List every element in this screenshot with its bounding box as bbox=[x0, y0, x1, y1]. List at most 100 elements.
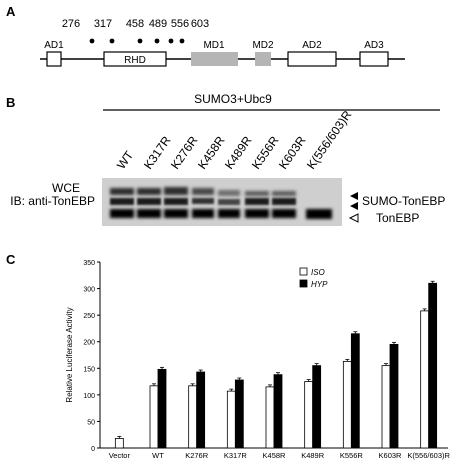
tonebp-arrowhead bbox=[348, 213, 359, 223]
lane-label-k556r: K556R bbox=[249, 133, 282, 171]
band-k603r-upper bbox=[272, 191, 296, 196]
lane-labels: WT K317R K276R K458R K489R K556R K603R K… bbox=[114, 108, 355, 172]
band-wt-middle bbox=[110, 198, 134, 205]
domain-diagram: AD1 RHD MD1 MD2 AD2 AD3 276 317 458 489 … bbox=[40, 18, 405, 67]
tonebp-label: TonEBP bbox=[376, 211, 419, 225]
site-276: 276 bbox=[62, 18, 95, 44]
panel-a: A AD1 RHD MD1 MD2 AD2 AD3 276 317 458 48… bbox=[0, 0, 454, 92]
lane-label-k317r: K317R bbox=[141, 133, 174, 171]
band-k489r-lower bbox=[218, 209, 240, 218]
band-k276r-upper bbox=[164, 187, 188, 195]
bar-iso-wt bbox=[149, 385, 159, 449]
domain-md1-box bbox=[191, 52, 238, 66]
panel-b-letter: B bbox=[6, 95, 16, 110]
y-tick-label: 50 bbox=[87, 419, 95, 426]
band-k489r-middle bbox=[218, 199, 240, 205]
legend-swatch-iso bbox=[299, 267, 308, 276]
y-axis-label: Relative Luciferase Activity bbox=[65, 307, 74, 402]
bar-iso-k556r bbox=[342, 360, 352, 449]
x-tick-label-k603r: K603R bbox=[379, 451, 403, 460]
blot-bands-upper bbox=[110, 187, 296, 196]
site-317-dot bbox=[109, 38, 115, 44]
blot-bands-middle bbox=[110, 198, 296, 205]
site-603-dot bbox=[179, 38, 185, 44]
sumo-arrowhead-1 bbox=[350, 192, 358, 200]
domain-ad1-box bbox=[46, 51, 62, 67]
x-tick-label-k489r: K489R bbox=[301, 451, 325, 460]
site-458: 458 bbox=[126, 18, 144, 44]
band-wt-upper bbox=[110, 188, 134, 195]
lane-label-k276r: K276R bbox=[168, 133, 201, 171]
site-603: 603 bbox=[179, 18, 209, 44]
x-tick-label-k276r: K276R bbox=[185, 451, 209, 460]
antibody-label: IB: anti-TonEBP bbox=[10, 194, 95, 208]
lane-label-k556-603r: K(556/603)R bbox=[304, 108, 355, 172]
bar-hyp-k603r bbox=[389, 343, 399, 449]
panel-c-letter: C bbox=[6, 252, 16, 267]
bar-hyp-k-556-603-r bbox=[428, 282, 438, 449]
bar-hyp-wt bbox=[157, 368, 167, 449]
bar-hyp-k489r bbox=[312, 365, 322, 449]
luciferase-bar-chart: 0 50 100 150 200 250 300 350 Relative Luciferase… bbox=[65, 260, 451, 460]
site-276-dot bbox=[89, 38, 95, 44]
band-k317r-upper bbox=[137, 188, 161, 195]
site-556-label: 556 bbox=[171, 18, 189, 30]
site-603-label: 603 bbox=[191, 18, 209, 30]
band-k276r-middle bbox=[164, 198, 188, 205]
blot-bands-lower bbox=[110, 209, 332, 219]
site-556-dot bbox=[168, 38, 174, 44]
site-489-dot bbox=[154, 38, 160, 44]
band-k556-603r-lower bbox=[306, 209, 332, 219]
bar-hyp-k317r bbox=[234, 379, 244, 449]
panel-c: C 0 50 100 150 200 250 300 350 Relative Lucifera… bbox=[0, 252, 454, 463]
bar-iso-k-556-603-r bbox=[420, 310, 430, 449]
site-489: 489 bbox=[149, 18, 167, 44]
bar-iso-k458r bbox=[265, 386, 275, 449]
western-blot-figure: SUMO3+Ubc9 WT K317R K276R K458R K489R K5… bbox=[10, 92, 445, 226]
treatment-label: SUMO3+Ubc9 bbox=[194, 92, 272, 106]
domain-ad2-box bbox=[287, 51, 337, 67]
band-wt-lower bbox=[110, 209, 134, 218]
domain-ad1-label: AD1 bbox=[44, 40, 64, 51]
x-tick-label-wt: WT bbox=[152, 451, 164, 460]
panel-b: B SUMO3+Ubc9 WT K317R K276R K458R K489R … bbox=[0, 92, 454, 252]
band-k458r-upper bbox=[192, 188, 214, 195]
y-tick-label: 0 bbox=[91, 446, 95, 453]
domain-rhd-box bbox=[103, 51, 167, 67]
bar-iso-k317r bbox=[226, 390, 236, 449]
band-k458r-middle bbox=[192, 198, 214, 204]
domain-md1-label: MD1 bbox=[203, 40, 225, 51]
blot-image bbox=[102, 178, 342, 226]
bar-iso-vector bbox=[114, 438, 124, 449]
domain-md2-box bbox=[255, 52, 271, 66]
site-556: 556 bbox=[168, 18, 189, 44]
band-k603r-lower bbox=[272, 209, 296, 218]
band-k603r-middle bbox=[272, 198, 296, 205]
y-tick-label: 250 bbox=[83, 313, 95, 320]
domain-ad2-label: AD2 bbox=[302, 40, 322, 51]
lane-label-k489r: K489R bbox=[222, 133, 255, 171]
band-k556r-middle bbox=[245, 198, 269, 205]
x-tick-label-k458r: K458R bbox=[263, 451, 287, 460]
site-489-label: 489 bbox=[149, 18, 167, 30]
bar-iso-k489r bbox=[304, 381, 314, 449]
domain-ad3-label: AD3 bbox=[364, 40, 384, 51]
band-k317r-middle bbox=[137, 198, 161, 205]
band-k556r-lower bbox=[245, 209, 269, 218]
y-tick-label: 350 bbox=[83, 260, 95, 267]
domain-ad3-box bbox=[359, 51, 389, 67]
band-k276r-lower bbox=[164, 209, 188, 218]
y-tick-label: 100 bbox=[83, 393, 95, 400]
band-k458r-lower bbox=[192, 209, 214, 218]
y-tick-label: 300 bbox=[83, 287, 95, 294]
site-458-dot bbox=[137, 38, 143, 44]
x-tick-label-k317r: K317R bbox=[224, 451, 248, 460]
lane-label-wt: WT bbox=[114, 148, 137, 172]
bar-hyp-k556r bbox=[350, 333, 360, 449]
y-tick-label: 200 bbox=[83, 340, 95, 347]
band-k556r-upper bbox=[245, 191, 269, 196]
bar-iso-k603r bbox=[381, 365, 391, 449]
wce-label: WCE bbox=[52, 181, 80, 195]
band-k489r-upper bbox=[218, 190, 240, 196]
site-317-label: 317 bbox=[94, 18, 112, 30]
